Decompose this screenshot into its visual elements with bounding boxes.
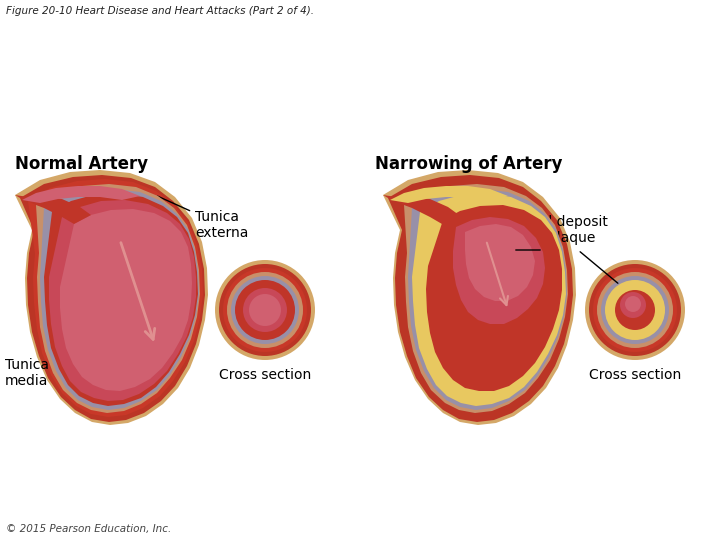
Circle shape <box>620 292 646 318</box>
Text: Tunica
media: Tunica media <box>5 358 69 388</box>
Polygon shape <box>465 224 535 301</box>
Polygon shape <box>404 184 568 413</box>
Text: Cross section: Cross section <box>219 368 311 382</box>
Polygon shape <box>383 195 459 224</box>
Polygon shape <box>60 209 192 391</box>
Polygon shape <box>40 189 199 410</box>
Polygon shape <box>15 195 91 224</box>
Circle shape <box>625 296 641 312</box>
Text: Tunica
externa: Tunica externa <box>158 196 248 240</box>
Circle shape <box>223 268 307 352</box>
Circle shape <box>249 294 281 326</box>
Text: Normal Artery: Normal Artery <box>15 155 148 173</box>
Polygon shape <box>22 186 140 203</box>
Circle shape <box>585 260 685 360</box>
Circle shape <box>615 290 655 330</box>
Polygon shape <box>453 217 545 324</box>
Circle shape <box>231 276 299 344</box>
Polygon shape <box>426 205 562 391</box>
Polygon shape <box>36 184 200 413</box>
Circle shape <box>215 260 315 360</box>
Polygon shape <box>408 189 567 410</box>
Polygon shape <box>28 179 203 417</box>
Text: © 2015 Pearson Education, Inc.: © 2015 Pearson Education, Inc. <box>6 524 171 534</box>
Text: Cross section: Cross section <box>589 368 681 382</box>
Circle shape <box>597 272 673 348</box>
Circle shape <box>219 264 311 356</box>
Circle shape <box>601 276 669 344</box>
Polygon shape <box>412 193 566 406</box>
Polygon shape <box>388 175 573 422</box>
Circle shape <box>227 272 303 348</box>
Circle shape <box>593 268 677 352</box>
Circle shape <box>605 280 665 340</box>
Polygon shape <box>44 193 198 406</box>
Polygon shape <box>15 170 208 425</box>
Text: Narrowing of Artery: Narrowing of Artery <box>375 155 562 173</box>
Circle shape <box>235 280 295 340</box>
Polygon shape <box>383 170 576 425</box>
Circle shape <box>243 288 287 332</box>
Polygon shape <box>49 200 196 401</box>
Circle shape <box>589 264 681 356</box>
Text: Lipid deposit
of plaque: Lipid deposit of plaque <box>518 215 608 245</box>
Polygon shape <box>390 186 508 203</box>
Polygon shape <box>20 175 205 422</box>
Text: Figure 20-10 Heart Disease and Heart Attacks (Part 2 of 4).: Figure 20-10 Heart Disease and Heart Att… <box>6 6 314 16</box>
